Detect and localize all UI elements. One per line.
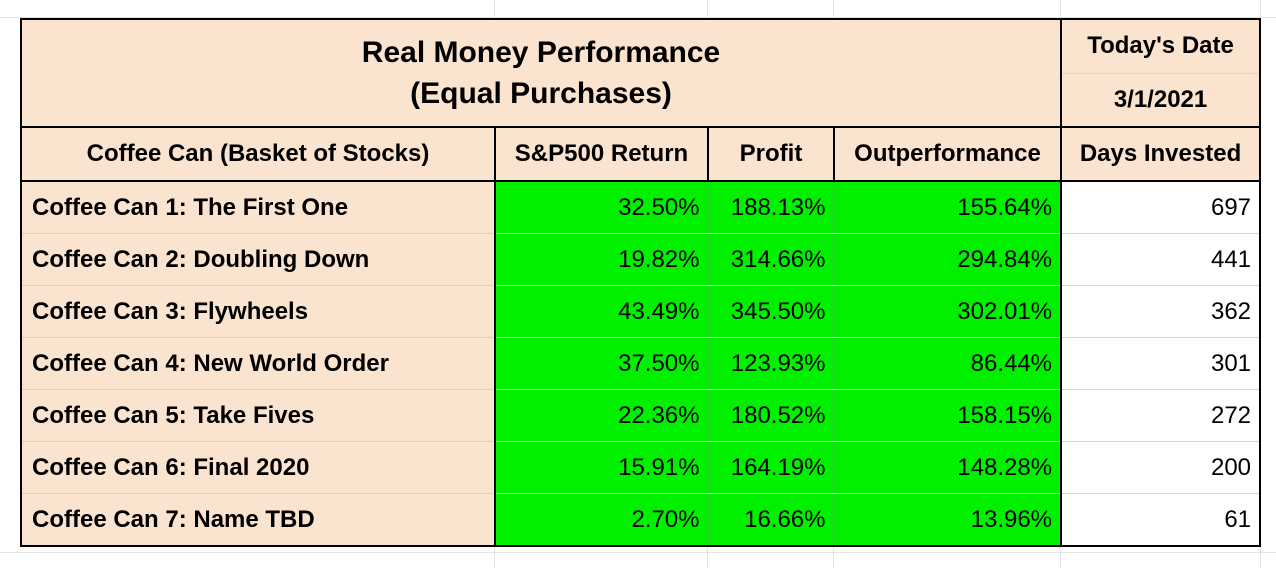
table-row: Coffee Can 5: Take Fives 22.36% 180.52% … xyxy=(20,389,1262,442)
profit-cell[interactable]: 345.50% xyxy=(708,285,835,338)
grid-column-line xyxy=(1260,0,1261,568)
profit-cell[interactable]: 16.66% xyxy=(708,493,835,547)
basket-name-cell[interactable]: Coffee Can 1: The First One xyxy=(20,181,496,234)
profit-cell[interactable]: 164.19% xyxy=(708,441,835,494)
table-row: Coffee Can 1: The First One 32.50% 188.1… xyxy=(20,181,1262,234)
column-header-basket[interactable]: Coffee Can (Basket of Stocks) xyxy=(20,126,496,182)
grid-row-line xyxy=(0,17,1276,18)
days-invested-cell[interactable]: 362 xyxy=(1061,285,1262,338)
todays-date-value[interactable]: 3/1/2021 xyxy=(1060,73,1262,127)
outperformance-cell[interactable]: 13.96% xyxy=(834,493,1063,547)
outperformance-cell[interactable]: 294.84% xyxy=(834,233,1063,286)
table-subtitle: (Equal Purchases) xyxy=(410,77,672,110)
days-invested-cell[interactable]: 441 xyxy=(1061,233,1262,286)
outperformance-cell[interactable]: 148.28% xyxy=(834,441,1063,494)
table-title: Real Money Performance xyxy=(361,36,721,69)
basket-name-cell[interactable]: Coffee Can 2: Doubling Down xyxy=(20,233,496,286)
title-row: Real Money Performance (Equal Purchases)… xyxy=(19,18,1262,128)
column-header-row: Coffee Can (Basket of Stocks) S&P500 Ret… xyxy=(20,126,1262,182)
todays-date-label[interactable]: Today's Date xyxy=(1060,18,1262,74)
performance-table: Real Money Performance (Equal Purchases)… xyxy=(19,18,1262,547)
sp500-return-cell[interactable]: 37.50% xyxy=(495,337,709,390)
basket-name-cell[interactable]: Coffee Can 4: New World Order xyxy=(20,337,496,390)
outperformance-cell[interactable]: 302.01% xyxy=(834,285,1063,338)
basket-name-cell[interactable]: Coffee Can 5: Take Fives xyxy=(20,389,496,442)
table-title-cell[interactable]: Real Money Performance (Equal Purchases) xyxy=(19,18,1063,128)
column-header-profit[interactable]: Profit xyxy=(707,126,835,182)
sp500-return-cell[interactable]: 2.70% xyxy=(495,493,709,547)
table-row: Coffee Can 2: Doubling Down 19.82% 314.6… xyxy=(20,233,1262,286)
profit-cell[interactable]: 180.52% xyxy=(708,389,835,442)
days-invested-cell[interactable]: 61 xyxy=(1061,493,1262,547)
date-row: 3/1/2021 xyxy=(21,73,1262,127)
column-header-sp500-return[interactable]: S&P500 Return xyxy=(494,126,709,182)
sp500-return-cell[interactable]: 22.36% xyxy=(495,389,709,442)
table-row: Coffee Can 4: New World Order 37.50% 123… xyxy=(20,337,1262,390)
basket-name-cell[interactable]: Coffee Can 6: Final 2020 xyxy=(20,441,496,494)
sp500-return-cell[interactable]: 15.91% xyxy=(495,441,709,494)
sp500-return-cell[interactable]: 19.82% xyxy=(495,233,709,286)
days-invested-cell[interactable]: 272 xyxy=(1061,389,1262,442)
days-invested-cell[interactable]: 200 xyxy=(1061,441,1262,494)
outperformance-cell[interactable]: 158.15% xyxy=(834,389,1063,442)
grid-row-line xyxy=(0,552,1276,553)
table-row: Coffee Can 6: Final 2020 15.91% 164.19% … xyxy=(20,441,1262,494)
outperformance-cell[interactable]: 155.64% xyxy=(834,181,1063,234)
basket-name-cell[interactable]: Coffee Can 3: Flywheels xyxy=(20,285,496,338)
days-invested-cell[interactable]: 697 xyxy=(1061,181,1262,234)
outperformance-cell[interactable]: 86.44% xyxy=(834,337,1063,390)
table-row: Coffee Can 3: Flywheels 43.49% 345.50% 3… xyxy=(20,285,1262,338)
days-invested-cell[interactable]: 301 xyxy=(1061,337,1262,390)
column-header-days-invested[interactable]: Days Invested xyxy=(1060,126,1262,182)
table-row: Coffee Can 7: Name TBD 2.70% 16.66% 13.9… xyxy=(20,493,1262,547)
sp500-return-cell[interactable]: 32.50% xyxy=(495,181,709,234)
basket-name-cell[interactable]: Coffee Can 7: Name TBD xyxy=(20,493,496,547)
column-header-outperformance[interactable]: Outperformance xyxy=(832,126,1063,182)
profit-cell[interactable]: 314.66% xyxy=(708,233,835,286)
profit-cell[interactable]: 123.93% xyxy=(708,337,835,390)
profit-cell[interactable]: 188.13% xyxy=(708,181,835,234)
sp500-return-cell[interactable]: 43.49% xyxy=(495,285,709,338)
